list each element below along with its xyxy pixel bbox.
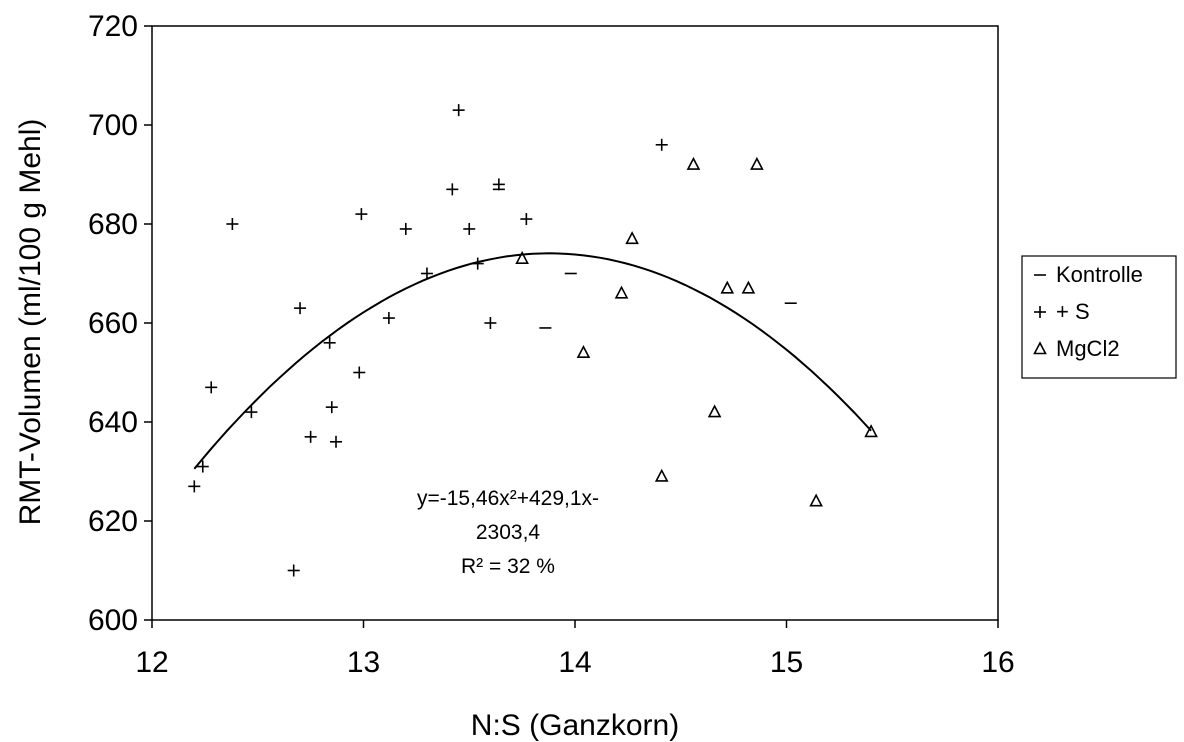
data-point-triangle	[741, 280, 756, 294]
data-point-plus	[323, 336, 336, 349]
data-point-plus	[330, 435, 343, 448]
legend: Kontrolle + S MgCl2	[1021, 255, 1177, 379]
data-point-plus	[655, 138, 668, 151]
x-tick-label: 12	[135, 646, 168, 679]
data-point-triangle	[864, 424, 878, 438]
data-point-triangle	[720, 280, 735, 294]
data-point-plus	[484, 317, 497, 329]
data-point-plus	[355, 208, 368, 221]
data-point-plus	[520, 213, 533, 226]
y-tick-label: 660	[88, 307, 138, 340]
legend-marker-triangle	[1033, 341, 1047, 355]
legend-label-kontrolle: Kontrolle	[1056, 262, 1143, 287]
legend-marker-plus	[1034, 306, 1046, 318]
x-tick-label: 14	[558, 646, 591, 679]
data-point-plus	[399, 222, 412, 235]
trendline	[193, 252, 872, 470]
y-tick-label: 680	[88, 208, 138, 241]
data-point-plus	[471, 257, 484, 270]
data-point-plus	[492, 178, 505, 191]
data-points	[188, 104, 878, 577]
y-axis-title: RMT-Volumen (ml/100 g Mehl)	[14, 119, 47, 526]
annotation-line-3: R² = 32 %	[461, 555, 555, 578]
x-tick-label: 13	[347, 646, 380, 679]
y-tick-label: 720	[88, 10, 138, 43]
data-point-triangle	[614, 285, 629, 299]
data-point-triangle	[686, 156, 701, 170]
data-point-plus	[382, 312, 395, 325]
data-point-plus	[463, 222, 476, 235]
data-point-triangle	[654, 468, 669, 482]
x-axis-ticks: 12 13 14 15 16	[135, 620, 1015, 679]
legend-label-mgcl2: MgCl2	[1056, 336, 1120, 361]
x-axis-title: N:S (Ganzkorn)	[471, 709, 679, 742]
legend-items	[1033, 274, 1047, 355]
data-point-plus	[196, 460, 209, 473]
y-tick-label: 640	[88, 406, 138, 439]
y-axis-ticks: 600 620 640 660 680 700 720	[88, 10, 152, 637]
data-point-plus	[205, 381, 218, 394]
legend-box	[1021, 255, 1177, 379]
data-point-triangle	[707, 404, 722, 418]
x-tick-label: 15	[770, 646, 803, 679]
data-point-triangle	[809, 493, 823, 507]
data-point-triangle	[576, 344, 591, 359]
data-point-plus	[446, 183, 459, 196]
data-point-plus	[188, 480, 201, 493]
data-point-triangle	[625, 231, 639, 245]
data-point-plus	[304, 430, 317, 443]
annotation-line-2: 2303,4	[476, 521, 541, 544]
y-tick-label: 620	[88, 505, 138, 538]
plot-area	[151, 25, 999, 621]
y-tick-label: 700	[88, 109, 138, 142]
data-point-plus	[226, 218, 239, 230]
x-tick-label: 16	[981, 646, 1014, 679]
data-point-plus	[452, 104, 465, 117]
y-tick-label: 600	[88, 604, 138, 637]
annotation-line-1: y=-15,46x²+429,1x-	[417, 487, 599, 510]
data-point-triangle	[750, 156, 764, 170]
data-point-plus	[287, 564, 300, 577]
data-point-plus	[325, 401, 338, 414]
trendline-curve	[193, 252, 872, 470]
data-point-plus	[294, 302, 307, 315]
legend-label-plus-s: + S	[1056, 299, 1090, 324]
data-point-plus	[245, 406, 258, 419]
data-point-plus	[420, 267, 433, 280]
data-point-triangle	[515, 250, 529, 264]
data-point-plus	[353, 366, 366, 379]
